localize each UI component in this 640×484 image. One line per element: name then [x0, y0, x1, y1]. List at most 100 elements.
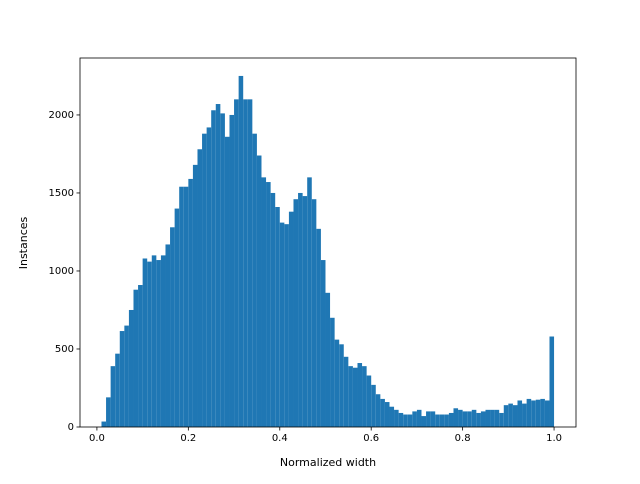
bar: [508, 403, 513, 427]
bar: [398, 412, 404, 427]
bar: [165, 244, 171, 427]
bar: [128, 309, 134, 427]
bar: [133, 289, 139, 427]
bar: [334, 339, 340, 427]
y-tick-label: 1500: [49, 188, 74, 199]
bar: [284, 224, 289, 427]
x-tick-label: 0.4: [272, 433, 288, 444]
bar: [138, 285, 143, 427]
bar: [444, 414, 449, 427]
bar: [448, 412, 454, 427]
y-tick-label: 500: [55, 344, 74, 355]
bar: [293, 199, 299, 427]
bar: [499, 412, 504, 427]
bar: [544, 400, 550, 427]
bar: [339, 344, 344, 427]
bar: [394, 409, 399, 427]
bar: [471, 409, 477, 427]
bar: [439, 414, 445, 427]
bar: [494, 409, 500, 427]
bar: [357, 363, 363, 427]
bar: [316, 228, 321, 427]
bar: [119, 331, 125, 427]
bar: [261, 177, 267, 427]
bar: [307, 177, 312, 427]
bar: [380, 398, 385, 427]
bar: [535, 399, 541, 427]
x-tick-label: 0.6: [363, 433, 379, 444]
bar: [215, 104, 221, 428]
bar: [476, 412, 481, 427]
bar: [275, 207, 280, 427]
bar: [522, 403, 527, 427]
bar: [124, 325, 129, 427]
bar: [298, 192, 303, 427]
bar: [160, 255, 166, 427]
bar: [352, 367, 358, 427]
x-tick-label: 0.0: [89, 433, 105, 444]
bar: [389, 406, 395, 427]
bar: [234, 99, 239, 427]
bar: [142, 258, 148, 427]
bar: [101, 421, 107, 427]
bar: [224, 136, 230, 427]
bar: [247, 99, 253, 427]
bar: [115, 353, 120, 427]
bar: [462, 411, 468, 427]
bar: [192, 164, 198, 427]
bar: [348, 366, 353, 427]
bar: [252, 133, 257, 427]
bar: [311, 199, 317, 427]
bar: [485, 409, 491, 427]
bar: [503, 405, 509, 427]
bar: [512, 405, 518, 427]
bar: [174, 208, 180, 427]
bar: [156, 260, 161, 427]
bar: [421, 416, 427, 427]
bar: [375, 394, 381, 427]
x-tick-label: 0.8: [455, 433, 471, 444]
bar: [211, 110, 216, 428]
bar: [526, 398, 532, 427]
bar: [183, 186, 189, 427]
bar: [403, 414, 408, 427]
bar: [179, 186, 184, 427]
bar: [412, 411, 417, 427]
bar: [458, 409, 463, 427]
bar: [302, 196, 308, 427]
bar: [549, 336, 555, 427]
bar: [540, 398, 545, 427]
bar: [531, 400, 536, 427]
bar: [238, 75, 244, 427]
bar: [279, 222, 285, 427]
bar: [197, 149, 203, 427]
bar: [170, 227, 175, 427]
bar: [517, 400, 523, 427]
bar: [480, 411, 486, 427]
bar: [407, 414, 413, 427]
bar: [270, 192, 276, 427]
y-tick-label: 2000: [49, 110, 74, 121]
bar: [147, 261, 152, 427]
bar: [188, 178, 193, 427]
bar: [288, 211, 294, 427]
bar: [220, 113, 225, 427]
bar: [371, 384, 376, 427]
bar: [325, 292, 331, 427]
bar: [151, 255, 157, 427]
bar: [320, 260, 326, 427]
bar: [229, 114, 235, 428]
bar: [366, 375, 372, 427]
bar: [384, 402, 390, 427]
y-axis-label: Instances: [17, 216, 30, 269]
bar: [343, 356, 349, 427]
y-tick-label: 0: [68, 422, 74, 433]
bar: [426, 411, 431, 427]
bar: [330, 317, 335, 427]
x-tick-label: 1.0: [546, 433, 562, 444]
bar: [362, 366, 367, 427]
y-tick-label: 1000: [49, 266, 74, 277]
bar: [256, 155, 262, 427]
